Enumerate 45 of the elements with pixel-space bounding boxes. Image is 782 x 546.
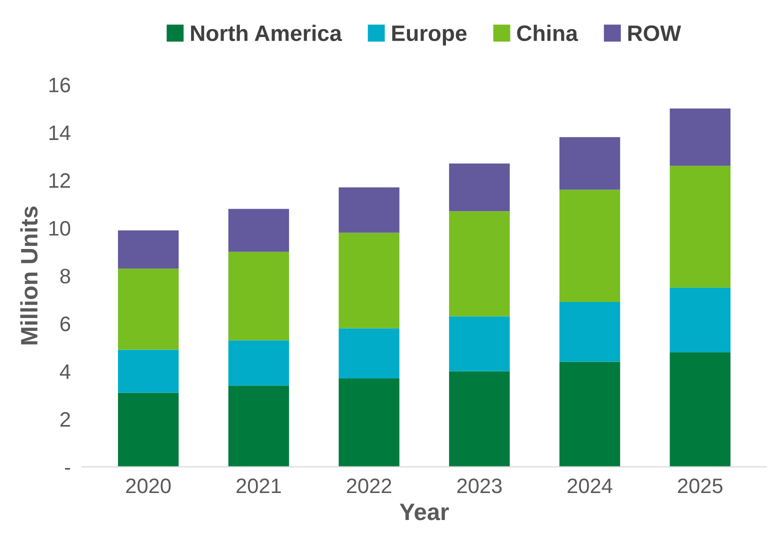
x-axis-title: Year [400, 504, 449, 520]
x-tick-label: 2021 [236, 478, 281, 494]
bar [338, 378, 400, 467]
bar [670, 108, 730, 166]
bar [559, 190, 620, 302]
bar [338, 187, 400, 233]
y-tick-label: - [64, 468, 70, 470]
bar [228, 252, 290, 340]
y-tick-label: 8 [60, 268, 70, 284]
legend-label: North America [191, 24, 342, 42]
y-tick-label: 16 [49, 78, 70, 92]
bar [559, 302, 620, 362]
x-tick-label: 2023 [457, 478, 502, 494]
bar [670, 288, 730, 352]
bar [449, 211, 510, 316]
bar [118, 392, 179, 467]
x-tick-label: 2020 [126, 478, 171, 494]
y-tick-label: 14 [49, 126, 70, 140]
y-tick-label: 12 [49, 173, 70, 188]
y-tick-label: 10 [49, 220, 70, 236]
bar [449, 371, 510, 467]
x-tick-label: 2024 [568, 478, 612, 494]
x-tick-label: 2025 [678, 478, 722, 494]
bar [338, 328, 400, 378]
legend-label: China [517, 24, 578, 42]
bar [338, 232, 400, 328]
y-tick-label: 2 [60, 412, 70, 427]
y-axis-title: Million Units [20, 206, 38, 344]
bar [118, 230, 179, 269]
bar [228, 208, 290, 252]
bar [670, 166, 730, 288]
bar [228, 340, 290, 386]
y-tick-label: 4 [60, 364, 70, 379]
y-tick-label: 6 [60, 316, 70, 332]
x-tick-label: 2022 [346, 478, 392, 494]
bar [559, 362, 620, 467]
bar [670, 352, 730, 467]
bar [118, 350, 179, 393]
bar [559, 137, 620, 190]
bar [449, 316, 510, 372]
bar [449, 163, 510, 212]
legend-label: Europe [392, 26, 467, 46]
legend-label: ROW [628, 25, 682, 42]
bar [118, 268, 179, 350]
bar [228, 386, 290, 467]
